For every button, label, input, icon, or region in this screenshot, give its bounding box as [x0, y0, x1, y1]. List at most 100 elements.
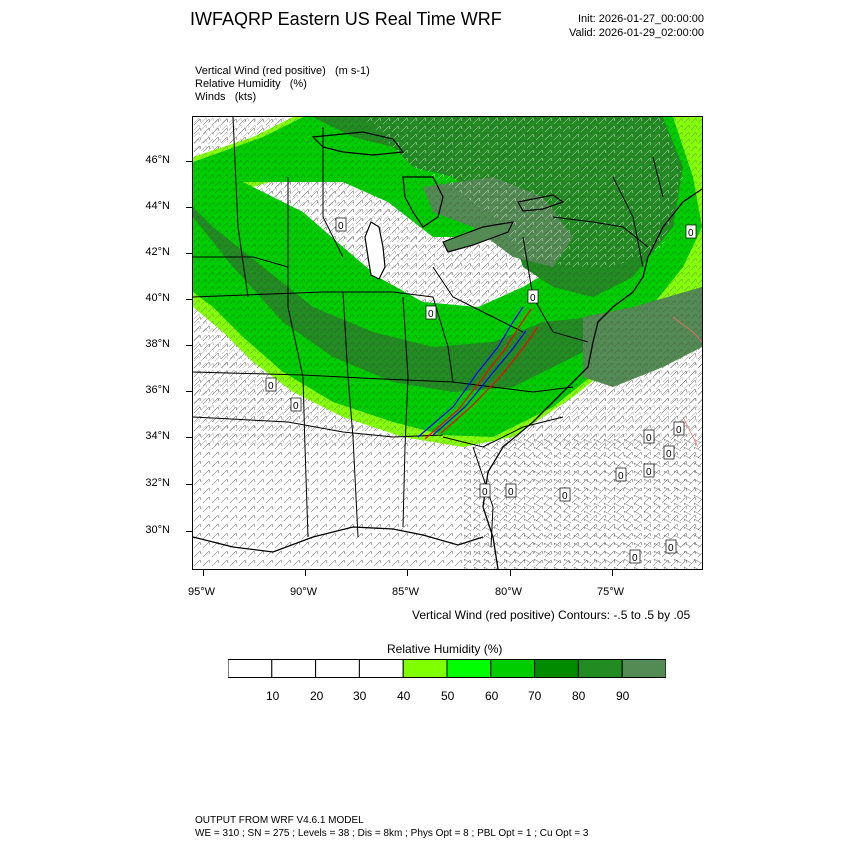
lon-tick [407, 570, 408, 576]
colorbar-label: 40 [397, 689, 411, 703]
contour-note: Vertical Wind (red positive) Contours: -… [412, 608, 691, 622]
colorbar-label: 70 [528, 689, 542, 703]
lon-tick [203, 570, 204, 576]
lat-label-38: 38°N [145, 338, 170, 350]
field-label-vertical-wind: Vertical Wind (red positive) (m s-1) [195, 65, 370, 77]
map-panel: 0 0 0 0 0 0 0 [192, 116, 703, 570]
field-label-relative-humidity: Relative Humidity (%) [195, 78, 307, 90]
lon-label-85: 85°W [392, 586, 420, 598]
wind-barb-field-ocean [463, 437, 702, 569]
svg-text:0: 0 [508, 487, 514, 498]
contour-label: 0 [615, 467, 627, 482]
lake-superior [311, 131, 405, 156]
svg-text:0: 0 [666, 449, 672, 460]
colorbar-swatch [358, 659, 404, 678]
lat-label-40: 40°N [145, 292, 170, 304]
lat-tick [186, 345, 192, 346]
lat-tick [186, 484, 192, 485]
colorbar-swatch [228, 659, 273, 678]
lon-label-90: 90°W [290, 586, 318, 598]
footer-config: WE = 310 ; SN = 275 ; Levels = 38 ; Dis … [195, 828, 589, 839]
svg-text:0: 0 [668, 543, 674, 554]
contour-label: 0 [479, 483, 491, 498]
lat-tick [186, 437, 192, 438]
colorbar-swatch [446, 659, 492, 678]
colorbar-label: 80 [572, 689, 586, 703]
lat-label-42: 42°N [145, 246, 170, 258]
colorbar-label: 90 [616, 689, 630, 703]
contour-label-group: 0 0 0 0 0 0 0 [265, 217, 697, 564]
lon-tick [612, 570, 613, 576]
lat-label-44: 44°N [145, 200, 170, 212]
gulf-coastline [193, 526, 484, 553]
footer-model: OUTPUT FROM WRF V4.6.1 MODEL [195, 815, 364, 826]
lat-tick [186, 253, 192, 254]
init-time: Init: 2026-01-27_00:00:00 [578, 13, 704, 25]
contour-label: 0 [673, 421, 685, 436]
lon-label-80: 80°W [495, 586, 523, 598]
svg-text:0: 0 [428, 309, 434, 320]
lon-label-75: 75°W [597, 586, 625, 598]
colorbar-label: 60 [485, 689, 499, 703]
colorbar-swatch [402, 659, 448, 678]
east-coastline [482, 188, 702, 569]
lake-ontario [517, 194, 565, 212]
lat-tick [186, 207, 192, 208]
field-label-winds: Winds (kts) [195, 91, 256, 103]
valid-time: Valid: 2026-01-29_02:00:00 [569, 27, 704, 39]
field-units: (kts) [234, 91, 257, 103]
contour-label: 0 [665, 539, 677, 554]
svg-text:0: 0 [482, 487, 488, 498]
field-name: Winds [195, 91, 226, 103]
contour-label: 0 [265, 377, 277, 392]
colorbar [228, 659, 666, 678]
colorbar-label: 50 [441, 689, 455, 703]
colorbar-swatch [490, 659, 536, 678]
wind-barb-field-white [363, 117, 683, 267]
lat-tick [186, 299, 192, 300]
colorbar-swatch [315, 659, 360, 678]
lake-michigan [364, 221, 386, 280]
colorbar-swatch [621, 659, 666, 678]
lat-label-30: 30°N [145, 524, 170, 536]
contour-label: 0 [559, 487, 571, 502]
weather-map: 0 0 0 0 0 0 0 [193, 117, 702, 569]
contour-label: 0 [643, 429, 655, 444]
svg-text:0: 0 [646, 433, 652, 444]
lon-tick [510, 570, 511, 576]
colorbar-label: 10 [266, 689, 280, 703]
contour-label: 0 [505, 483, 517, 498]
svg-text:0: 0 [293, 401, 299, 412]
colorbar-title: Relative Humidity (%) [387, 642, 503, 656]
lat-tick [186, 161, 192, 162]
field-units: (m s-1) [335, 65, 370, 77]
lake-erie [442, 221, 515, 253]
field-name: Relative Humidity [195, 78, 281, 90]
contour-label: 0 [643, 463, 655, 478]
contour-label: 0 [527, 289, 539, 304]
lake-huron [402, 176, 444, 228]
colorbar-label: 30 [353, 689, 367, 703]
vertical-wind-contours [417, 306, 702, 448]
svg-text:0: 0 [338, 221, 344, 232]
svg-text:0: 0 [646, 467, 652, 478]
lon-label-95: 95°W [188, 586, 216, 598]
svg-text:0: 0 [268, 381, 274, 392]
svg-text:0: 0 [530, 293, 536, 304]
contour-label: 0 [290, 397, 302, 412]
lat-label-46: 46°N [145, 154, 170, 166]
lat-tick [186, 531, 192, 532]
lat-label-32: 32°N [145, 477, 170, 489]
contour-label: 0 [335, 217, 347, 232]
contour-label: 0 [425, 305, 437, 320]
colorbar-swatch [271, 659, 317, 678]
field-name: Vertical Wind (red positive) [195, 65, 326, 77]
state-borders [193, 117, 664, 548]
svg-text:0: 0 [676, 425, 682, 436]
colorbar-swatch [534, 659, 579, 678]
svg-text:0: 0 [688, 228, 694, 239]
lat-label-34: 34°N [145, 430, 170, 442]
lon-tick [305, 570, 306, 576]
svg-text:0: 0 [618, 471, 624, 482]
svg-text:0: 0 [632, 553, 638, 564]
